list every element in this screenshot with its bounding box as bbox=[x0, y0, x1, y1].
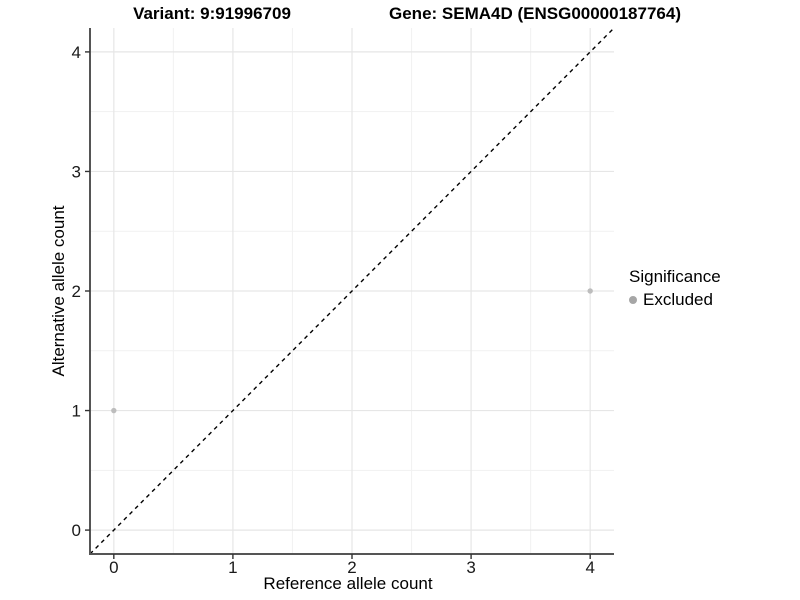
x-axis-title: Reference allele count bbox=[263, 574, 433, 593]
x-tick-label: 0 bbox=[109, 558, 118, 577]
data-points bbox=[111, 288, 593, 414]
data-point bbox=[587, 288, 593, 294]
x-tick-label: 2 bbox=[347, 558, 356, 577]
plot-title-gene: Gene: SEMA4D (ENSG00000187764) bbox=[389, 4, 681, 23]
legend: Significance Excluded bbox=[629, 267, 721, 310]
y-tick-label: 3 bbox=[72, 162, 81, 181]
x-tick-label: 1 bbox=[228, 558, 237, 577]
legend-title: Significance bbox=[629, 267, 721, 286]
legend-item-excluded: Excluded bbox=[629, 290, 721, 310]
x-tick-label: 3 bbox=[466, 558, 475, 577]
legend-item-label: Excluded bbox=[643, 290, 713, 309]
data-point bbox=[111, 407, 117, 414]
axis-tick-marks bbox=[85, 51, 591, 559]
y-axis-title: Alternative allele count bbox=[49, 205, 68, 377]
plot-title-variant: Variant: 9:91996709 bbox=[133, 4, 291, 23]
y-tick-label: 1 bbox=[72, 402, 81, 421]
axis-tick-labels: 0 1 2 3 4 0 1 2 3 4 bbox=[72, 43, 595, 577]
y-tick-label: 2 bbox=[72, 282, 81, 301]
x-tick-label: 4 bbox=[585, 558, 594, 577]
legend-point-icon bbox=[629, 296, 637, 304]
identity-line bbox=[89, 27, 615, 555]
y-tick-label: 4 bbox=[72, 43, 81, 62]
y-tick-label: 0 bbox=[72, 521, 81, 540]
